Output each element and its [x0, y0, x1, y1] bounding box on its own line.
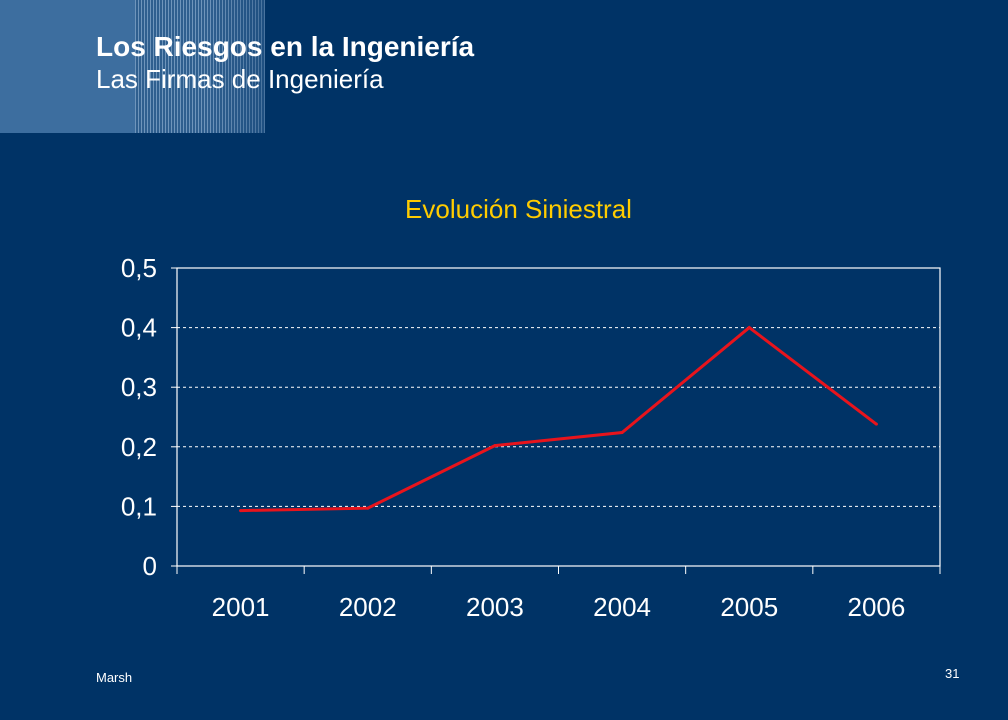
- x-tick-label: 2006: [847, 592, 905, 622]
- plot-area-border: [176, 267, 941, 567]
- footer-company: Marsh: [96, 670, 133, 685]
- slide-header: Los Riesgos en la Ingeniería Las Firmas …: [96, 30, 474, 94]
- y-tick-label: 0,4: [121, 313, 157, 343]
- data-point: [874, 422, 878, 426]
- y-tick-label: 0: [143, 551, 157, 581]
- corner-decoration-block: [0, 0, 135, 133]
- x-tick-label: 2002: [339, 592, 397, 622]
- data-point: [493, 444, 497, 448]
- data-point: [747, 326, 751, 330]
- y-tick-label: 0,3: [121, 372, 157, 402]
- slide-subtitle: Las Firmas de Ingeniería: [96, 64, 384, 94]
- data-point: [239, 509, 243, 513]
- x-tick-label: 2003: [466, 592, 524, 622]
- y-tick-label: 0,2: [121, 432, 157, 462]
- footer-page-number: 31: [945, 666, 960, 681]
- series-line-0: [240, 325, 878, 513]
- chart-title: Evolución Siniestral: [405, 194, 632, 224]
- corner-decoration-stripes: [135, 0, 265, 133]
- slide-title: Los Riesgos en la Ingeniería: [96, 31, 475, 62]
- data-point: [620, 430, 624, 434]
- y-tick-label: 0,5: [121, 253, 157, 283]
- x-tick-label: 2004: [593, 592, 651, 622]
- x-tick-label: 2001: [212, 592, 270, 622]
- y-tick-label: 0,1: [121, 491, 157, 521]
- x-tick-label: 2005: [720, 592, 778, 622]
- data-point: [366, 506, 370, 510]
